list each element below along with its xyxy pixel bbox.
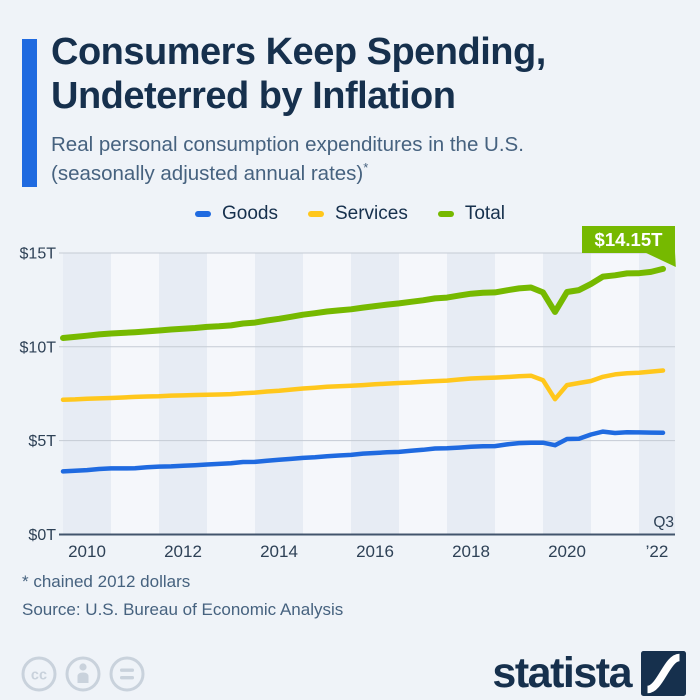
callout-box — [582, 226, 675, 253]
page-title: Consumers Keep Spending, Undeterred by In… — [51, 30, 546, 119]
line-goods — [60, 429, 666, 474]
callout-value: $14.15T — [595, 229, 664, 250]
legend-item-goods: Goods — [195, 203, 278, 225]
cc-icon: cc — [21, 656, 57, 692]
chart-subtitle: Real personal consumption expenditures i… — [51, 130, 524, 188]
legend-label-goods: Goods — [222, 203, 278, 224]
x-axis-label: 2016 — [356, 542, 394, 561]
x-axis-label: 2012 — [164, 542, 202, 561]
year-band-2011 — [111, 252, 159, 535]
subtitle-line-2: (seasonally adjusted annual rates) — [51, 162, 364, 186]
legend-label-services: Services — [334, 203, 408, 224]
y-axis-label: $10T — [20, 339, 57, 356]
equal-sign-icon — [109, 656, 145, 692]
goods-swatch-icon — [195, 211, 211, 217]
x-axis-label: 2010 — [68, 542, 106, 561]
subtitle-line-1: Real personal consumption expenditures i… — [51, 133, 524, 156]
footnote-text: * chained 2012 dollars — [22, 572, 191, 591]
year-band-2015 — [303, 252, 351, 535]
callout-pointer — [644, 252, 676, 267]
y-axis-label: $15T — [20, 245, 57, 262]
legend-item-total: Total — [437, 203, 505, 225]
x-axis-label: ’22 — [646, 542, 669, 561]
y-axis-label: $0T — [28, 527, 56, 544]
line-services — [60, 368, 666, 402]
title-line-1: Consumers Keep Spending, — [51, 31, 546, 73]
year-band-2010 — [63, 252, 111, 535]
line-total — [60, 265, 666, 341]
chart-legend: Goods Services Total — [0, 203, 700, 225]
statista-wordmark: statista — [492, 649, 632, 697]
x-axis-label: 2018 — [452, 542, 490, 561]
license-icons: cc — [21, 656, 145, 692]
total-swatch-icon — [437, 211, 454, 217]
attribution-person-icon — [65, 656, 101, 692]
x-axis-label: 2020 — [548, 542, 586, 561]
legend-label-total: Total — [464, 203, 505, 224]
legend-item-services: Services — [307, 203, 408, 225]
x-axis-label: 2014 — [260, 542, 298, 561]
year-band-2021 — [591, 252, 639, 535]
year-band-2019 — [495, 252, 543, 535]
year-band-2022 — [639, 252, 675, 535]
services-swatch-icon — [307, 211, 324, 217]
source-text: Source: U.S. Bureau of Economic Analysis — [22, 600, 344, 619]
year-band-2018 — [447, 252, 495, 535]
statista-brand: statista — [492, 649, 686, 698]
title-line-2: Undeterred by Inflation — [51, 75, 456, 118]
quarter-label: Q3 — [653, 514, 674, 531]
year-band-2016 — [351, 252, 399, 535]
footnote-marker: * — [363, 160, 369, 176]
statista-logo-icon — [641, 651, 686, 696]
y-axis-label: $5T — [28, 433, 56, 450]
title-accent-bar — [22, 39, 37, 187]
svg-text:cc: cc — [31, 668, 47, 684]
